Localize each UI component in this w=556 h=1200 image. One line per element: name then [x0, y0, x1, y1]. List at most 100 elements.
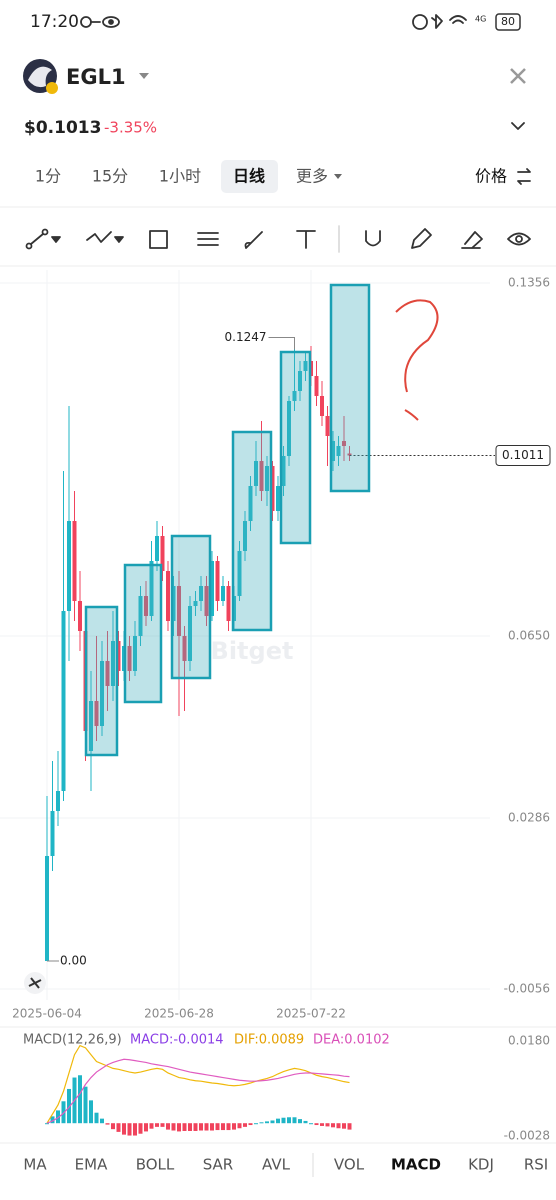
macd-bar	[61, 1101, 66, 1124]
drawing-toolbar[interactable]	[25, 225, 531, 253]
macd-bar	[116, 1123, 121, 1132]
candle-body	[149, 561, 154, 616]
swap-icon[interactable]	[517, 168, 531, 185]
candle-body	[155, 536, 159, 561]
expand-button[interactable]	[511, 122, 525, 130]
battery: 80	[501, 15, 515, 28]
candle-body	[182, 636, 187, 661]
x-tick-label: 2025-07-22	[276, 1007, 346, 1021]
macd-bar	[100, 1118, 104, 1124]
macd-bar	[155, 1123, 159, 1127]
candle-body	[336, 446, 341, 456]
macd-bar	[78, 1075, 82, 1124]
macd-bar	[237, 1123, 242, 1129]
candle-body	[171, 586, 176, 621]
candle-body	[221, 586, 225, 601]
macd-bar	[199, 1123, 203, 1131]
macd-bar	[232, 1123, 236, 1130]
candle-body	[287, 401, 291, 456]
candle-body	[56, 791, 60, 811]
indicator-tab[interactable]: KDJ	[468, 1156, 494, 1174]
candle-body	[237, 551, 242, 596]
macd-bar	[254, 1123, 258, 1125]
candle-body	[204, 586, 209, 616]
indicator-tab[interactable]: VOL	[334, 1156, 365, 1174]
low-marker-label: 0.00	[60, 954, 87, 968]
indicator-tab[interactable]: AVL	[262, 1156, 291, 1174]
macd-bar	[265, 1121, 269, 1124]
indicator-tab[interactable]: SAR	[203, 1156, 233, 1174]
tab[interactable]: 15分	[92, 167, 128, 186]
macd-bar	[122, 1123, 126, 1135]
y-tick-label: -0.0056	[504, 982, 550, 996]
candle-body	[347, 453, 352, 456]
macd-bar	[248, 1123, 253, 1126]
candle-body	[320, 396, 324, 416]
macd-bar	[292, 1117, 297, 1124]
indicator-tab[interactable]: RSI	[524, 1156, 548, 1174]
macd-bar	[259, 1122, 264, 1124]
macd-bar	[243, 1123, 247, 1127]
indicator-tab[interactable]: MA	[23, 1156, 47, 1174]
price: $0.1013	[24, 118, 101, 138]
macd-bar	[133, 1123, 137, 1136]
candle-body	[331, 441, 335, 461]
price-change: -3.35%	[104, 119, 157, 137]
macd-bar	[149, 1123, 154, 1129]
candle-body	[292, 391, 297, 401]
symbol-caret[interactable]	[139, 73, 149, 79]
macd-title: MACD(12,26,9)	[23, 1033, 122, 1048]
tab[interactable]: 1小时	[159, 167, 201, 186]
watermark: Bitget	[211, 637, 294, 665]
macd-bar	[331, 1123, 335, 1128]
high-marker-label: 0.1247	[225, 330, 267, 344]
candle-body	[215, 561, 220, 601]
macd-bar	[83, 1086, 88, 1124]
candle-body	[78, 601, 82, 631]
y-tick-label: 0.0650	[508, 629, 550, 643]
macd-bar	[320, 1123, 324, 1126]
macd-bar	[188, 1123, 192, 1131]
macd-bar	[182, 1123, 187, 1131]
candle-body	[281, 456, 286, 486]
macd-bar	[276, 1118, 280, 1124]
candle-body	[325, 416, 330, 436]
y-tick-label: -0.0028	[504, 1129, 550, 1143]
indicator-tab[interactable]: EMA	[75, 1156, 108, 1174]
x-tick-label: 2025-06-28	[144, 1007, 214, 1021]
annotation-boxes	[84, 283, 371, 757]
macd-bar	[215, 1123, 220, 1131]
close-button[interactable]	[510, 68, 526, 84]
macd-bar	[303, 1120, 308, 1124]
macd-bar	[111, 1123, 115, 1130]
price-mode[interactable]: 价格	[475, 167, 507, 186]
macd-bar	[138, 1123, 143, 1134]
macd-bar	[127, 1123, 132, 1136]
indicator-tab-active[interactable]: MACD	[391, 1156, 441, 1174]
tab[interactable]: 更多	[296, 167, 328, 186]
candle-body	[100, 661, 104, 726]
candle-body	[67, 521, 71, 611]
macd-bar	[56, 1110, 60, 1124]
y-tick-label: 0.1356	[508, 276, 550, 290]
indicator-tab[interactable]: BOLL	[136, 1156, 175, 1174]
tab[interactable]: 1分	[35, 167, 61, 186]
macd-bar	[270, 1120, 275, 1124]
macd-bar	[89, 1100, 93, 1124]
macd-readout: DEA:0.0102	[313, 1033, 390, 1048]
macd-bar	[226, 1123, 231, 1131]
candle-body	[248, 486, 253, 521]
candle-body	[45, 856, 49, 961]
candle-body	[166, 571, 170, 621]
last-price-box	[495, 445, 551, 466]
time: 17:20	[30, 12, 79, 32]
symbol[interactable]: EGL1	[66, 65, 126, 89]
candle-body	[105, 661, 110, 686]
reset-button[interactable]	[24, 972, 46, 994]
macd-bar	[221, 1123, 225, 1131]
y-tick-label: 0.0286	[508, 811, 550, 825]
tab-active[interactable]: 日线	[233, 167, 265, 186]
candle-body	[270, 466, 275, 511]
